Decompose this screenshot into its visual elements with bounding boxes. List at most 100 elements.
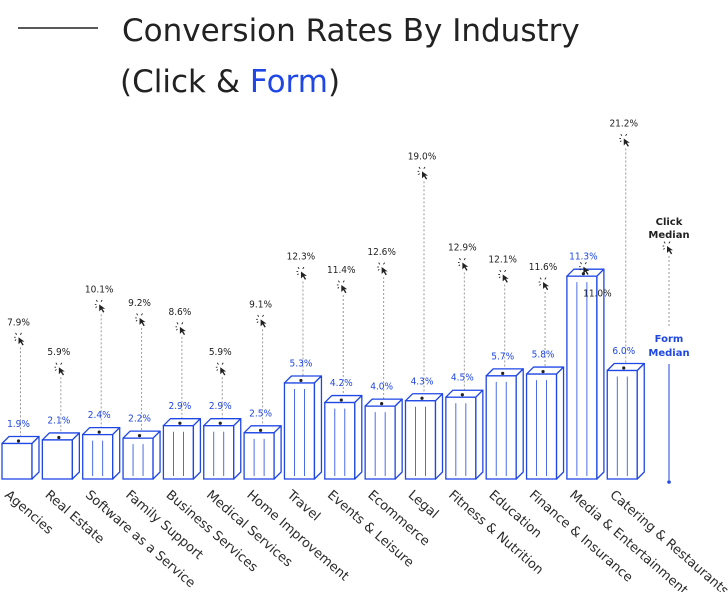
click-value-label: 12.6% (367, 247, 396, 258)
cursor-ray (55, 362, 58, 365)
form-marker (97, 430, 101, 434)
cursor-ray (14, 339, 17, 342)
cursor-ray (625, 133, 628, 137)
form-bar-front (283, 382, 316, 480)
form-bar-front (364, 405, 396, 480)
form-bar-front (82, 433, 114, 480)
form-bar-side (394, 398, 403, 480)
cursor-click-icon (619, 133, 630, 147)
cursor-ray (377, 268, 380, 271)
cursor-arrow (667, 246, 673, 255)
form-marker (57, 435, 61, 440)
form-marker (501, 371, 505, 375)
form-bar-side (555, 366, 565, 480)
legend-click-label-1: Click (656, 217, 683, 228)
cursor-ray (504, 269, 507, 273)
cursor-arrow (260, 319, 267, 328)
cursor-ray (256, 321, 259, 324)
cursor-click-icon (498, 269, 509, 283)
form-marker (259, 428, 263, 432)
form-bar-front (485, 375, 517, 480)
cursor-ray (580, 262, 582, 265)
form-marker (420, 396, 424, 400)
bar-group-travel: 5.3%12.3%Travel (283, 252, 323, 525)
form-bar-front (566, 275, 598, 480)
chart-title-line1: Conversion Rates By Industry (122, 13, 580, 49)
form-bar-front (606, 369, 638, 480)
cursor-ray (418, 166, 421, 170)
form-marker (541, 369, 545, 374)
click-value-label: 5.9% (209, 347, 232, 358)
cursor-ray (458, 264, 461, 267)
form-value-label: 2.4% (88, 410, 111, 421)
cursor-ray (95, 299, 98, 303)
click-value-label: 9.2% (128, 298, 151, 309)
form-value-label: 4.2% (330, 378, 353, 389)
cursor-ray (176, 322, 179, 325)
form-value-label: 4.5% (451, 373, 474, 384)
cursor-ray (423, 166, 426, 170)
form-value-label: 1.9% (7, 419, 30, 430)
form-bar-side (152, 430, 161, 480)
form-bar-side (192, 418, 202, 480)
form-value-label: 2.9% (209, 401, 232, 412)
click-value-label: 11.0% (583, 289, 612, 300)
cursor-click-icon (538, 277, 550, 291)
title-form-word: Form (250, 64, 328, 100)
cursor-arrow (179, 326, 186, 336)
form-bar-side (313, 375, 323, 480)
cursor-arrow (381, 267, 388, 276)
cursor-ray (458, 257, 461, 261)
form-bar-side (354, 394, 363, 480)
legend-form-label-1: Form (655, 334, 684, 345)
cursor-ray (579, 268, 582, 271)
legend-form-label-2: Median (648, 348, 689, 359)
legend: Click Median Form Median (648, 217, 690, 484)
title-paren-close: ) (328, 64, 340, 100)
cursor-ray (95, 306, 98, 309)
cursor-ray (221, 362, 224, 365)
cursor-arrow (18, 337, 25, 346)
cursor-click-icon (579, 262, 590, 275)
form-bar-front (445, 396, 477, 480)
bar-group-legal: 4.3% 19.0% Legal (404, 151, 444, 522)
cursor-arrow (502, 274, 509, 283)
cursor-arrow (300, 271, 307, 280)
form-bar-side (233, 418, 242, 480)
click-value-label: 19.0% (408, 151, 437, 162)
form-bar-front (1, 442, 33, 480)
cursor-ray (337, 280, 340, 283)
cursor-ray (663, 241, 666, 244)
cursor-click-icon (377, 262, 388, 276)
cursor-ray (378, 262, 381, 265)
legend-cursor-icon (662, 241, 673, 255)
cursor-arrow (422, 171, 428, 180)
form-bar-side (636, 362, 645, 480)
cursor-ray (140, 313, 143, 316)
cursor-ray (539, 283, 541, 286)
cursor-ray (620, 133, 623, 137)
cursor-ray (499, 269, 502, 273)
cursor-arrow (462, 262, 469, 271)
cursor-arrow (623, 138, 630, 147)
form-bar-front (203, 425, 235, 480)
click-value-label: 12.3% (287, 252, 316, 263)
cursor-ray (175, 328, 178, 331)
cursor-arrow (99, 304, 106, 313)
cursor-click-icon (662, 241, 673, 255)
click-value-label: 11.4% (327, 265, 356, 276)
form-marker (178, 421, 182, 425)
click-value-label: 9.1% (249, 299, 272, 310)
form-marker (339, 398, 343, 402)
cursor-ray (302, 266, 305, 270)
cursor-ray (584, 262, 587, 265)
form-bar-side (515, 368, 524, 480)
cursor-ray (54, 369, 57, 371)
cursor-ray (463, 257, 466, 261)
form-value-label: 2.9% (168, 401, 191, 412)
cursor-arrow (583, 266, 590, 275)
cursor-click-icon (175, 322, 186, 336)
click-value-label: 5.9% (47, 347, 70, 358)
